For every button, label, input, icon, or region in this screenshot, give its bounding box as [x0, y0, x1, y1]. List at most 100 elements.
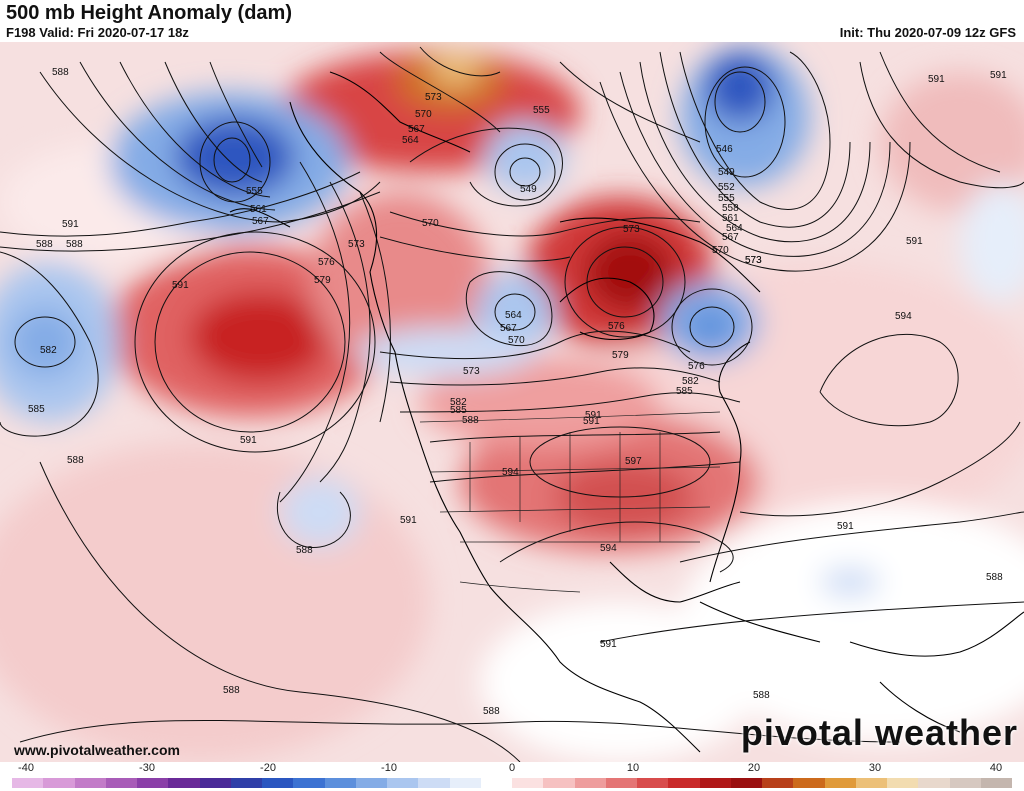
- valid-time: F198 Valid: Fri 2020-07-17 18z: [6, 25, 189, 40]
- website-link[interactable]: www.pivotalweather.com: [14, 742, 180, 758]
- contour-label: 567: [252, 216, 269, 227]
- colorbar: -40 -30 -20 -10 0 10 20 30 40: [12, 762, 1012, 790]
- colorbar-swatch: [980, 778, 1012, 788]
- brand-logo: pivotal weather: [740, 712, 1018, 753]
- contour-label: 591: [400, 515, 417, 526]
- contour-label: 561: [250, 204, 267, 215]
- colorbar-swatch: [887, 778, 919, 788]
- contour-label: 570: [415, 109, 432, 120]
- colorbar-swatch: [449, 778, 481, 788]
- contour-label: 582: [450, 397, 467, 408]
- colorbar-swatch: [637, 778, 669, 788]
- colorbar-tick: 10: [626, 762, 640, 774]
- height-contours: [0, 46, 1024, 762]
- contour-label: 588: [462, 415, 479, 426]
- contour-label: 594: [600, 543, 617, 554]
- contour-label: 552: [718, 182, 735, 193]
- contour-label: 561: [722, 213, 739, 224]
- colorbar-swatch: [512, 778, 544, 788]
- contour-label: 582: [40, 345, 57, 356]
- colorbar-swatch: [293, 778, 325, 788]
- contour-label: 585: [28, 404, 45, 415]
- contour-label: 570: [422, 218, 439, 229]
- colorbar-tick: -30: [139, 762, 155, 774]
- colorbar-swatch: [762, 778, 794, 788]
- colorbar-swatch: [199, 778, 231, 788]
- contour-label: 567: [722, 232, 739, 243]
- map-header: 500 mb Height Anomaly (dam) F198 Valid: …: [0, 0, 1024, 42]
- colorbar-swatch: [418, 778, 450, 788]
- contour-label: 555: [718, 193, 735, 204]
- contour-label: 570: [508, 335, 525, 346]
- contour-label: 588: [67, 455, 84, 466]
- colorbar-swatch: [74, 778, 106, 788]
- colorbar-tick: -40: [18, 762, 34, 774]
- contour-label: 591: [990, 70, 1007, 81]
- contour-label: 585: [676, 386, 693, 397]
- contour-label: 588: [986, 572, 1003, 583]
- contour-label: 588: [753, 690, 770, 701]
- colorbar-swatch: [699, 778, 731, 788]
- contour-label: 549: [520, 184, 537, 195]
- colorbar-swatch: [480, 778, 512, 788]
- contour-label: 573: [348, 239, 365, 250]
- colorbar-swatch: [605, 778, 637, 788]
- contour-labels: 588 591 561 555 567 573 576 579 591 588 …: [28, 67, 1007, 717]
- anomaly-shading: [0, 47, 1024, 762]
- colorbar-tick: 20: [747, 762, 761, 774]
- contour-label: 588: [223, 685, 240, 696]
- colorbar-swatch: [574, 778, 606, 788]
- colorbar-tick: 30: [868, 762, 882, 774]
- contour-label: 594: [895, 311, 912, 322]
- contour-label: 573: [745, 255, 762, 266]
- political-borders: [419, 411, 721, 593]
- colorbar-swatch: [949, 778, 981, 788]
- colorbar-swatch: [855, 778, 887, 788]
- contour-label: 579: [314, 275, 331, 286]
- contour-label: 591: [906, 236, 923, 247]
- colorbar-swatch: [543, 778, 575, 788]
- map-title: 500 mb Height Anomaly (dam): [6, 2, 292, 24]
- colorbar-swatch: [12, 778, 44, 788]
- colorbar-tick: 40: [989, 762, 1003, 774]
- contour-label: 597: [625, 456, 642, 467]
- contour-label: 588: [52, 67, 69, 78]
- contour-label: 591: [240, 435, 257, 446]
- colorbar-swatch: [824, 778, 856, 788]
- contour-label: 576: [688, 361, 705, 372]
- contour-label: 582: [682, 376, 699, 387]
- init-time: Init: Thu 2020-07-09 12z GFS: [839, 25, 1016, 40]
- colorbar-swatch: [262, 778, 294, 788]
- colorbar-swatch: [730, 778, 762, 788]
- contour-label: 555: [246, 186, 263, 197]
- colorbar-swatch: [793, 778, 825, 788]
- contour-label: 564: [505, 310, 522, 321]
- colorbar-tick: -20: [260, 762, 276, 774]
- contour-label: 591: [600, 639, 617, 650]
- colorbar-swatch: [230, 778, 262, 788]
- coastlines: [229, 71, 1024, 753]
- colorbar-strip: [12, 778, 1012, 788]
- contour-label: 588: [36, 239, 53, 250]
- contour-label: 546: [716, 144, 733, 155]
- colorbar-swatch: [918, 778, 950, 788]
- colorbar-swatch: [105, 778, 137, 788]
- contour-label: 588: [483, 706, 500, 717]
- contour-label: 570: [712, 245, 729, 256]
- contour-label: 573: [463, 366, 480, 377]
- contour-label: 558: [722, 203, 739, 214]
- colorbar-swatch: [355, 778, 387, 788]
- colorbar-swatch: [387, 778, 419, 788]
- contour-label: 591: [585, 410, 602, 421]
- anomaly-map: 588 591 561 555 567 573 576 579 591 588 …: [0, 42, 1024, 762]
- contour-label: 591: [583, 416, 600, 427]
- colorbar-tick: 0: [508, 762, 516, 774]
- contour-label: 564: [402, 135, 419, 146]
- contour-label: 585: [450, 405, 467, 416]
- contour-label: 591: [837, 521, 854, 532]
- contour-label: 576: [318, 257, 335, 268]
- contour-label: 588: [66, 239, 83, 250]
- contour-label: 594: [502, 467, 519, 478]
- colorbar-swatch: [43, 778, 75, 788]
- contour-label: 576: [608, 321, 625, 332]
